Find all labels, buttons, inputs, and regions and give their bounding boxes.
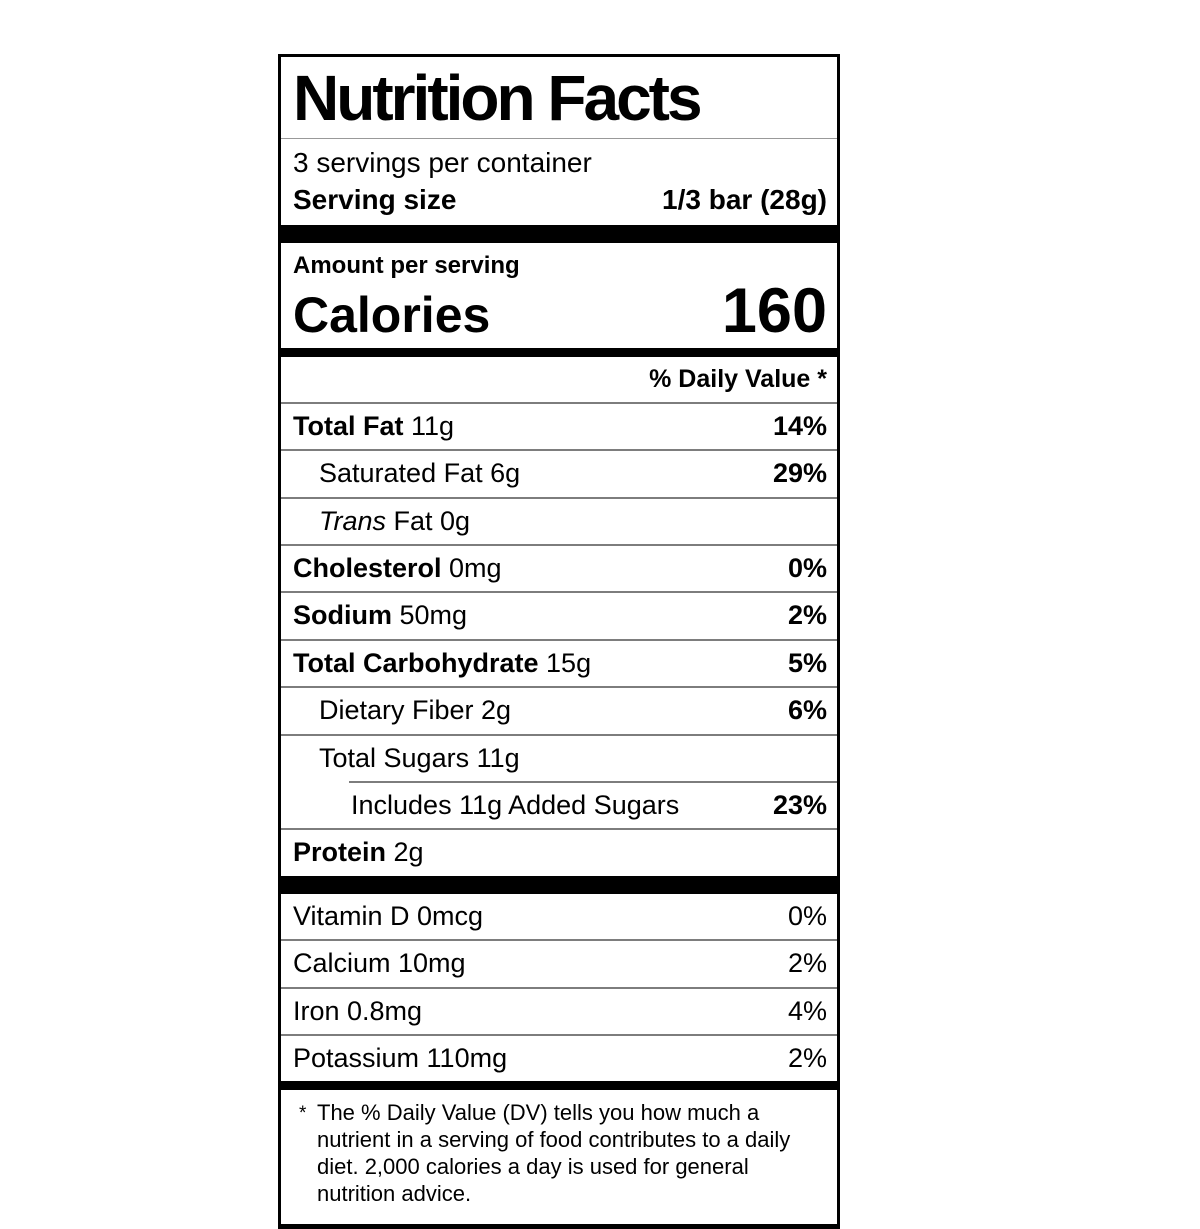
nutrient-row: Calcium 10mg 2% [291, 941, 827, 986]
divider [281, 138, 837, 140]
nutrient-name: Iron 0.8mg [293, 995, 423, 1026]
nutrient-name: Dietary Fiber 2g [319, 695, 512, 726]
nutrient-name: Potassium 110mg [293, 1042, 508, 1073]
divider [281, 591, 837, 594]
nutrient-row: Total Sugars 11g [291, 736, 827, 781]
calories-value: 160 [721, 275, 827, 346]
label-title: Nutrition Facts [293, 62, 703, 134]
separator-bar-medium [281, 347, 837, 357]
separator-bar-thick [281, 224, 837, 243]
divider [281, 986, 837, 989]
daily-value: 2% [787, 1042, 827, 1073]
divider [281, 638, 837, 641]
nutrient-name: Protein 2g [293, 837, 424, 868]
nutrient-name: Sodium 50mg [293, 600, 468, 631]
daily-value: 2% [787, 948, 827, 979]
daily-value: 6% [787, 695, 827, 726]
divider [281, 733, 837, 736]
divider [281, 939, 837, 942]
divider [281, 1033, 837, 1036]
nutrient-row: Potassium 110mg 2% [291, 1036, 827, 1081]
footnote-text: The % Daily Value (DV) tells you how muc… [317, 1100, 791, 1206]
divider [281, 449, 837, 452]
serving-size-row: Serving size 1/3 bar (28g) [291, 181, 827, 225]
divider [281, 496, 837, 499]
serving-size-label: Serving size [293, 183, 457, 215]
daily-value: 5% [787, 647, 827, 678]
separator-bar-thick [281, 875, 837, 894]
daily-value: 4% [787, 995, 827, 1026]
nutrient-row: Sodium 50mg 2% [291, 593, 827, 638]
nutrient-row: Includes 11g Added Sugars 23% [291, 783, 827, 828]
nutrient-row: Iron 0.8mg 4% [291, 989, 827, 1034]
amount-per-serving-label: Amount per serving [293, 251, 520, 279]
servings-per-container: 3 servings per container [293, 147, 592, 179]
nutrient-name: Saturated Fat 6g [319, 458, 521, 489]
nutrient-row: Total Fat 11g 14% [291, 404, 827, 449]
footnote: * The % Daily Value (DV) tells you how m… [291, 1090, 827, 1223]
calories-label: Calories [293, 286, 491, 343]
calories-row: Calories 160 [291, 275, 827, 348]
nutrient-rows: Total Fat 11g 14% Saturated Fat 6g 29% Trans… [281, 401, 837, 876]
nutrient-name: Total Sugars 11g [319, 742, 520, 773]
daily-value: 0% [787, 900, 827, 931]
divider [281, 544, 837, 547]
footnote-asterisk: * [299, 1103, 307, 1125]
nutrient-name: Trans Fat 0g [319, 505, 471, 536]
nutrient-row: Vitamin D 0mcg 0% [291, 894, 827, 939]
daily-value-header: % Daily Value * [649, 364, 827, 393]
divider [281, 686, 837, 689]
nutrient-name: Total Fat 11g [293, 410, 455, 441]
nutrient-name: Calcium 10mg [293, 948, 466, 979]
daily-value: 14% [772, 410, 827, 441]
nutrient-row: Protein 2g [291, 830, 827, 875]
nutrient-name: Total Carbohydrate 15g [293, 647, 592, 678]
nutrient-name: Includes 11g Added Sugars [351, 789, 680, 820]
nutrient-row: Cholesterol 0mg 0% [291, 546, 827, 591]
nutrient-name: Cholesterol 0mg [293, 553, 502, 584]
vitamin-rows: Vitamin D 0mcg 0% Calcium 10mg 2% Iron 0.8mg… [281, 894, 837, 1082]
serving-size-value: 1/3 bar (28g) [662, 183, 827, 215]
daily-value: 23% [772, 789, 827, 820]
nutrition-facts-label: Nutrition Facts 3 servings per container… [278, 54, 840, 1229]
nutrient-row: Dietary Fiber 2g 6% [291, 688, 827, 733]
daily-value: 29% [772, 458, 827, 489]
daily-value: 2% [787, 600, 827, 631]
daily-value: 0% [787, 553, 827, 584]
nutrient-row: Total Carbohydrate 15g 5% [291, 641, 827, 686]
divider [281, 401, 837, 404]
separator-bar-medium [281, 1081, 837, 1091]
divider [281, 828, 837, 831]
nutrient-name: Vitamin D 0mcg [293, 900, 484, 931]
nutrient-row: Saturated Fat 6g 29% [291, 451, 827, 496]
nutrient-row: Trans Fat 0g [291, 499, 827, 544]
divider [349, 780, 837, 783]
